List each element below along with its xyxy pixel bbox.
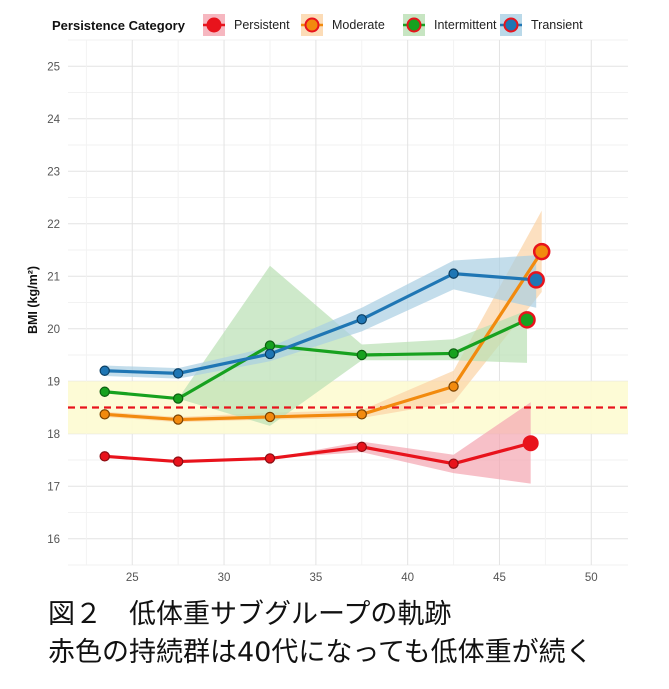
point-intermittent [99, 386, 110, 397]
legend: Persistence Category Persistent Moderate I… [52, 14, 583, 36]
series-lines [104, 250, 544, 466]
y-tick-label: 25 [47, 61, 60, 73]
x-tick-label: 40 [401, 572, 414, 584]
point-moderate-end [532, 242, 551, 261]
line-intermittent [104, 318, 528, 401]
point-moderate [448, 381, 459, 392]
point-moderate [172, 414, 184, 425]
ribbon-persistent [104, 402, 531, 484]
grid-lines [68, 39, 628, 566]
legend-marker-persistent [206, 17, 222, 33]
y-tick-label: 18 [47, 429, 60, 441]
y-tick-label: 20 [47, 324, 60, 336]
point-transient [264, 348, 276, 360]
legend-label-intermittent: Intermittent [434, 18, 497, 32]
y-tick-label: 24 [47, 114, 60, 126]
x-tick-label: 25 [126, 572, 139, 584]
figure-caption-title: 図２ 低体重サブグループの軌跡 [48, 599, 452, 630]
y-tick-label: 17 [47, 481, 60, 493]
legend-label-persistent: Persistent [234, 18, 290, 32]
point-moderate [264, 411, 276, 423]
point-persistent [99, 451, 110, 462]
point-persistent-end [522, 435, 539, 452]
point-intermittent-end [518, 311, 536, 329]
point-persistent [264, 453, 276, 464]
line-transient [104, 272, 537, 375]
x-axis-ticks: 25 30 35 40 45 50 [126, 572, 598, 584]
y-tick-label: 23 [47, 166, 60, 178]
y-axis-label: BMI (kg/m²) [26, 266, 40, 334]
legend-label-transient: Transient [531, 18, 583, 32]
line-moderate [104, 250, 544, 422]
y-tick-label: 19 [47, 376, 60, 388]
legend-label-moderate: Moderate [332, 18, 385, 32]
point-intermittent [172, 393, 184, 404]
point-intermittent [448, 348, 459, 359]
point-transient [356, 314, 367, 325]
point-moderate [356, 409, 367, 420]
point-transient [99, 365, 110, 376]
legend-marker-moderate [304, 17, 320, 33]
point-transient [448, 268, 459, 279]
point-persistent [172, 456, 184, 467]
confidence-ribbons [104, 210, 542, 484]
x-tick-label: 50 [585, 572, 598, 584]
legend-marker-intermittent [406, 17, 422, 33]
line-persistent [104, 441, 532, 466]
bmi-trajectory-chart: 16 17 18 19 20 21 22 23 24 25 25 30 35 40 45 50 BMI (k… [26, 14, 628, 584]
legend-marker-transient [503, 17, 519, 33]
y-axis-ticks: 16 17 18 19 20 21 22 23 24 25 [47, 61, 60, 546]
y-tick-label: 21 [47, 271, 60, 283]
point-persistent [356, 441, 367, 453]
point-intermittent [356, 349, 367, 361]
y-tick-label: 16 [47, 534, 60, 546]
x-tick-label: 35 [309, 572, 322, 584]
figure-caption-note: 赤色の持続群は40代になっても低体重が続く [48, 637, 593, 668]
legend-title: Persistence Category [52, 18, 186, 33]
x-tick-label: 45 [493, 572, 506, 584]
point-transient-end [527, 271, 545, 289]
series-points [99, 242, 551, 469]
point-transient [172, 368, 184, 379]
point-moderate [99, 409, 110, 420]
y-tick-label: 22 [47, 219, 60, 231]
point-persistent [448, 458, 459, 469]
x-tick-label: 30 [218, 572, 231, 584]
